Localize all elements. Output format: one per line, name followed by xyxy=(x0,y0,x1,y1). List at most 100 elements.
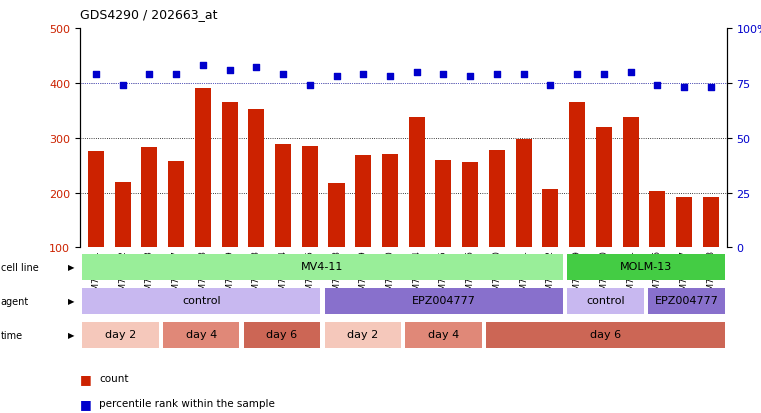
Text: day 4: day 4 xyxy=(186,330,217,339)
Text: GDS4290 / 202663_at: GDS4290 / 202663_at xyxy=(80,8,218,21)
Text: cell line: cell line xyxy=(1,262,39,272)
Bar xyxy=(163,322,240,348)
Point xyxy=(705,85,717,91)
Point xyxy=(464,74,476,81)
Point xyxy=(224,67,236,74)
Text: agent: agent xyxy=(1,296,29,306)
Point xyxy=(277,71,289,78)
Text: ▶: ▶ xyxy=(68,297,74,306)
Text: GSM739170: GSM739170 xyxy=(600,249,608,300)
Text: GSM739155: GSM739155 xyxy=(439,249,448,300)
Text: GSM739169: GSM739169 xyxy=(572,249,581,300)
Bar xyxy=(325,288,563,314)
Text: GSM739162: GSM739162 xyxy=(546,249,555,300)
Text: GSM739152: GSM739152 xyxy=(118,249,127,300)
Bar xyxy=(462,162,478,302)
Text: ■: ■ xyxy=(80,396,91,410)
Point xyxy=(304,83,316,89)
Bar xyxy=(569,103,585,302)
Text: day 6: day 6 xyxy=(590,330,621,339)
Bar xyxy=(142,148,158,302)
Point xyxy=(384,74,396,81)
Text: control: control xyxy=(586,296,625,306)
Bar xyxy=(406,322,482,348)
Text: GSM739161: GSM739161 xyxy=(519,249,528,300)
Bar xyxy=(486,322,724,348)
Point xyxy=(330,74,342,81)
Bar xyxy=(115,182,131,302)
Text: GSM739149: GSM739149 xyxy=(358,249,368,300)
Text: GSM739157: GSM739157 xyxy=(172,249,180,300)
Point xyxy=(625,69,637,76)
Bar xyxy=(325,322,401,348)
Bar xyxy=(275,145,291,302)
Text: count: count xyxy=(99,373,129,383)
Text: GSM739151: GSM739151 xyxy=(91,249,100,300)
Text: ▶: ▶ xyxy=(68,330,74,339)
Bar xyxy=(195,89,211,302)
Text: GSM739166: GSM739166 xyxy=(653,249,662,300)
Point xyxy=(250,65,263,71)
Bar xyxy=(622,118,638,302)
Text: GSM739153: GSM739153 xyxy=(145,249,154,300)
Bar xyxy=(516,140,532,302)
Text: GSM739160: GSM739160 xyxy=(492,249,501,300)
Text: GSM739154: GSM739154 xyxy=(412,249,421,300)
Point xyxy=(411,69,423,76)
Bar xyxy=(302,147,318,302)
Bar xyxy=(567,254,724,280)
Text: day 6: day 6 xyxy=(266,330,298,339)
Text: day 2: day 2 xyxy=(347,330,378,339)
Text: GSM739156: GSM739156 xyxy=(466,249,475,300)
Text: GSM739159: GSM739159 xyxy=(225,249,234,300)
Bar xyxy=(567,288,644,314)
Text: time: time xyxy=(1,330,23,340)
Point xyxy=(651,83,664,89)
Point xyxy=(491,71,503,78)
Bar xyxy=(82,322,158,348)
Bar xyxy=(702,197,718,302)
Text: ▶: ▶ xyxy=(68,263,74,272)
Bar xyxy=(221,103,237,302)
Text: MV4-11: MV4-11 xyxy=(301,262,344,272)
Bar xyxy=(88,152,104,302)
Bar xyxy=(596,127,612,302)
Text: EPZ004777: EPZ004777 xyxy=(654,296,718,306)
Bar xyxy=(676,197,692,302)
Text: ■: ■ xyxy=(80,372,91,385)
Bar xyxy=(82,254,563,280)
Bar xyxy=(244,322,320,348)
Text: percentile rank within the sample: percentile rank within the sample xyxy=(99,398,275,408)
Bar xyxy=(329,183,345,302)
Point xyxy=(438,71,450,78)
Point xyxy=(143,71,155,78)
Bar xyxy=(543,189,559,302)
Point xyxy=(90,71,102,78)
Point xyxy=(170,71,182,78)
Bar xyxy=(248,110,264,302)
Bar xyxy=(435,160,451,302)
Point xyxy=(544,83,556,89)
Text: day 4: day 4 xyxy=(428,330,460,339)
Text: day 2: day 2 xyxy=(105,330,136,339)
Text: GSM739158: GSM739158 xyxy=(199,249,207,300)
Bar xyxy=(82,288,320,314)
Point xyxy=(597,71,610,78)
Bar xyxy=(382,155,398,302)
Text: GSM739168: GSM739168 xyxy=(706,249,715,300)
Text: GSM739148: GSM739148 xyxy=(332,249,341,300)
Text: GSM739165: GSM739165 xyxy=(305,249,314,300)
Bar xyxy=(355,156,371,302)
Bar xyxy=(489,150,505,302)
Point xyxy=(116,83,129,89)
Text: GSM739150: GSM739150 xyxy=(386,249,394,300)
Text: GSM739164: GSM739164 xyxy=(279,249,288,300)
Text: GSM739163: GSM739163 xyxy=(252,249,261,300)
Text: EPZ004777: EPZ004777 xyxy=(412,296,476,306)
Bar xyxy=(648,288,724,314)
Point xyxy=(517,71,530,78)
Point xyxy=(678,85,690,91)
Point xyxy=(197,63,209,69)
Text: GSM739167: GSM739167 xyxy=(680,249,689,300)
Point xyxy=(357,71,369,78)
